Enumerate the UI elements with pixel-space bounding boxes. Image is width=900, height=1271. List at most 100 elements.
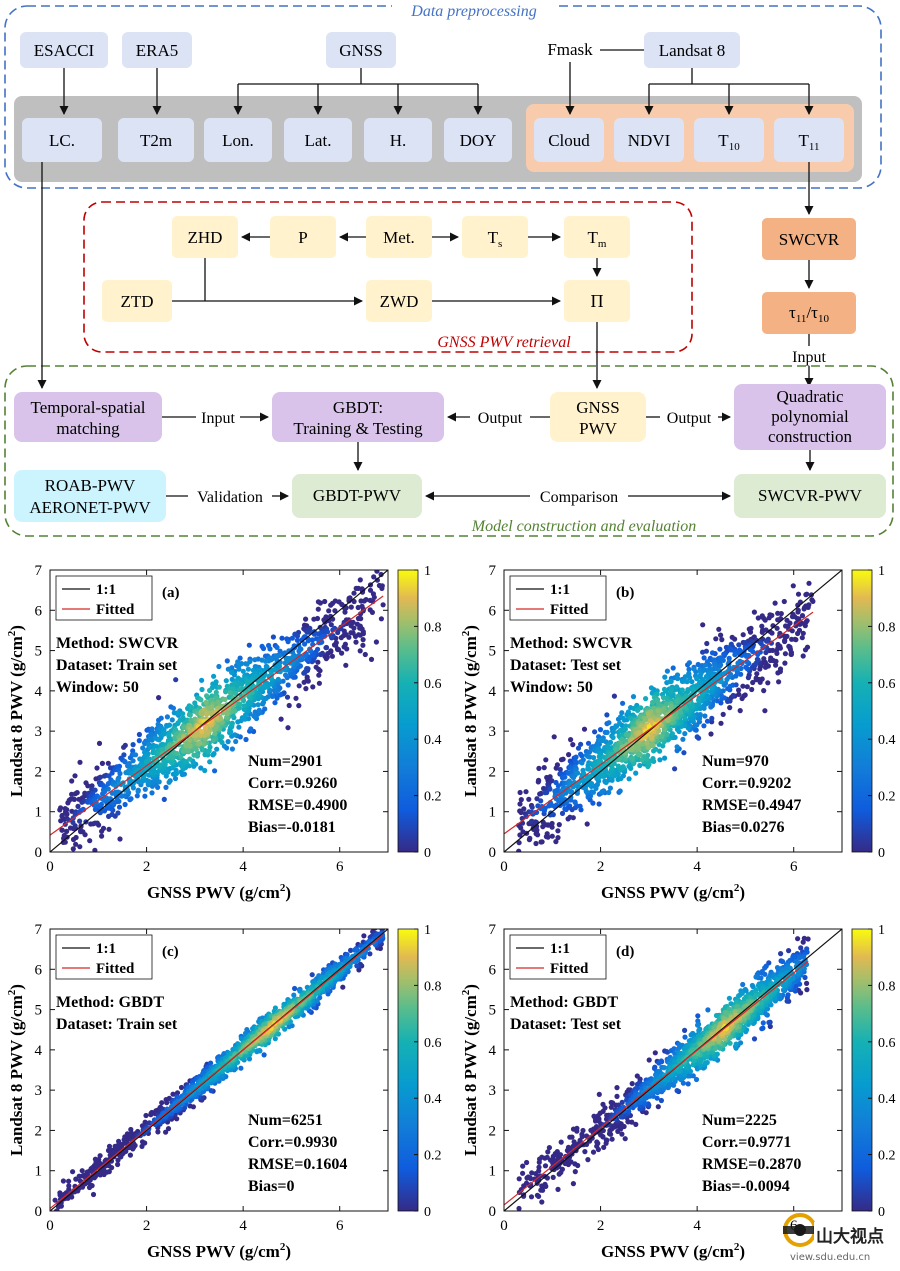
data-point — [164, 714, 170, 720]
data-point — [674, 744, 680, 750]
node-roab-aeronet: ROAB-PWV AERONET-PWV — [14, 470, 166, 522]
y-tick-label: 3 — [35, 1083, 43, 1099]
feature-t10: T10 — [694, 118, 764, 162]
data-point — [702, 713, 708, 719]
x-axis-label: GNSS PWV (g/cm2) — [147, 1241, 291, 1261]
data-point — [60, 1178, 66, 1184]
colorbar-tick-label: 0.2 — [878, 790, 896, 805]
x-tick-label: 2 — [597, 859, 605, 875]
data-point — [236, 687, 242, 693]
data-point — [549, 855, 554, 860]
workflow-diagram: Data preprocessing ESACCI ERA5 GNSS Fmas… — [4, 2, 894, 537]
data-point — [207, 687, 213, 694]
node-ztd: ZTD — [102, 280, 172, 322]
data-point — [567, 788, 573, 794]
panel-label: (b) — [616, 585, 634, 601]
data-point — [342, 641, 348, 647]
data-point — [800, 939, 806, 945]
data-point — [187, 712, 193, 718]
data-point — [543, 757, 549, 763]
feature-cloud: Cloud — [534, 118, 604, 162]
data-point — [721, 652, 727, 659]
x-tick-label: 6 — [336, 859, 344, 875]
data-point — [355, 604, 361, 611]
stat-line: Bias=0 — [248, 1178, 294, 1195]
data-point — [629, 1081, 635, 1087]
y-tick-label: 5 — [35, 1003, 43, 1019]
data-point — [656, 700, 662, 706]
data-point — [679, 687, 685, 693]
source-landsat8: Landsat 8 — [644, 32, 740, 68]
data-point — [348, 630, 354, 636]
data-point — [183, 743, 189, 749]
data-point — [579, 760, 585, 766]
feature-lc: LC. — [22, 118, 102, 162]
data-point — [753, 677, 759, 683]
data-point — [155, 721, 161, 727]
colorbar-tick-label: 1 — [878, 564, 885, 579]
data-point — [285, 725, 291, 731]
data-point — [130, 742, 136, 748]
method-info: Dataset: Train set — [56, 1016, 178, 1033]
data-point — [165, 1126, 172, 1132]
data-point — [799, 613, 806, 619]
data-point — [245, 666, 251, 672]
data-point — [236, 724, 242, 730]
data-point — [549, 833, 555, 839]
retrieval-section — [83, 201, 693, 353]
data-point — [116, 804, 123, 810]
data-point — [597, 727, 604, 733]
data-point — [686, 660, 692, 666]
legend-label-1to1: 1:1 — [96, 582, 116, 598]
data-point — [224, 710, 231, 717]
data-point — [562, 774, 568, 780]
data-point — [544, 831, 550, 837]
data-point — [611, 1115, 618, 1121]
data-point — [243, 736, 249, 743]
data-point — [172, 734, 178, 741]
legend-label-fitted: Fitted — [96, 961, 135, 977]
data-point — [284, 694, 291, 700]
data-point — [691, 666, 697, 672]
data-point — [221, 743, 227, 749]
data-point — [219, 1073, 225, 1079]
data-point — [574, 770, 581, 776]
data-point — [587, 773, 593, 779]
colorbar — [397, 928, 419, 1212]
data-point — [92, 820, 98, 826]
data-point — [800, 653, 806, 659]
data-point — [96, 740, 103, 746]
data-point — [630, 694, 637, 700]
data-point — [67, 825, 74, 831]
data-point — [599, 789, 605, 795]
data-point — [332, 608, 338, 614]
data-point — [520, 1170, 526, 1176]
data-point — [568, 794, 574, 800]
data-point — [775, 641, 781, 648]
data-point — [211, 673, 217, 679]
data-point — [692, 723, 698, 729]
data-point — [117, 836, 123, 842]
data-point — [348, 604, 354, 610]
data-point — [156, 779, 162, 785]
data-point — [314, 615, 321, 622]
y-tick-label: 3 — [489, 724, 497, 740]
data-point — [240, 668, 246, 674]
data-point — [304, 674, 310, 680]
data-point — [207, 759, 213, 765]
data-point — [607, 785, 613, 791]
data-point — [219, 734, 225, 740]
data-point — [98, 801, 104, 807]
data-point — [130, 758, 136, 764]
data-point — [367, 951, 373, 957]
data-point — [188, 717, 194, 723]
data-point — [523, 789, 529, 795]
x-tick-label: 0 — [46, 1218, 54, 1234]
data-point — [750, 648, 756, 655]
data-point — [316, 637, 322, 644]
data-point — [556, 822, 562, 828]
panel-label: (c) — [162, 944, 179, 960]
data-point — [538, 1187, 544, 1193]
data-point — [553, 839, 559, 845]
